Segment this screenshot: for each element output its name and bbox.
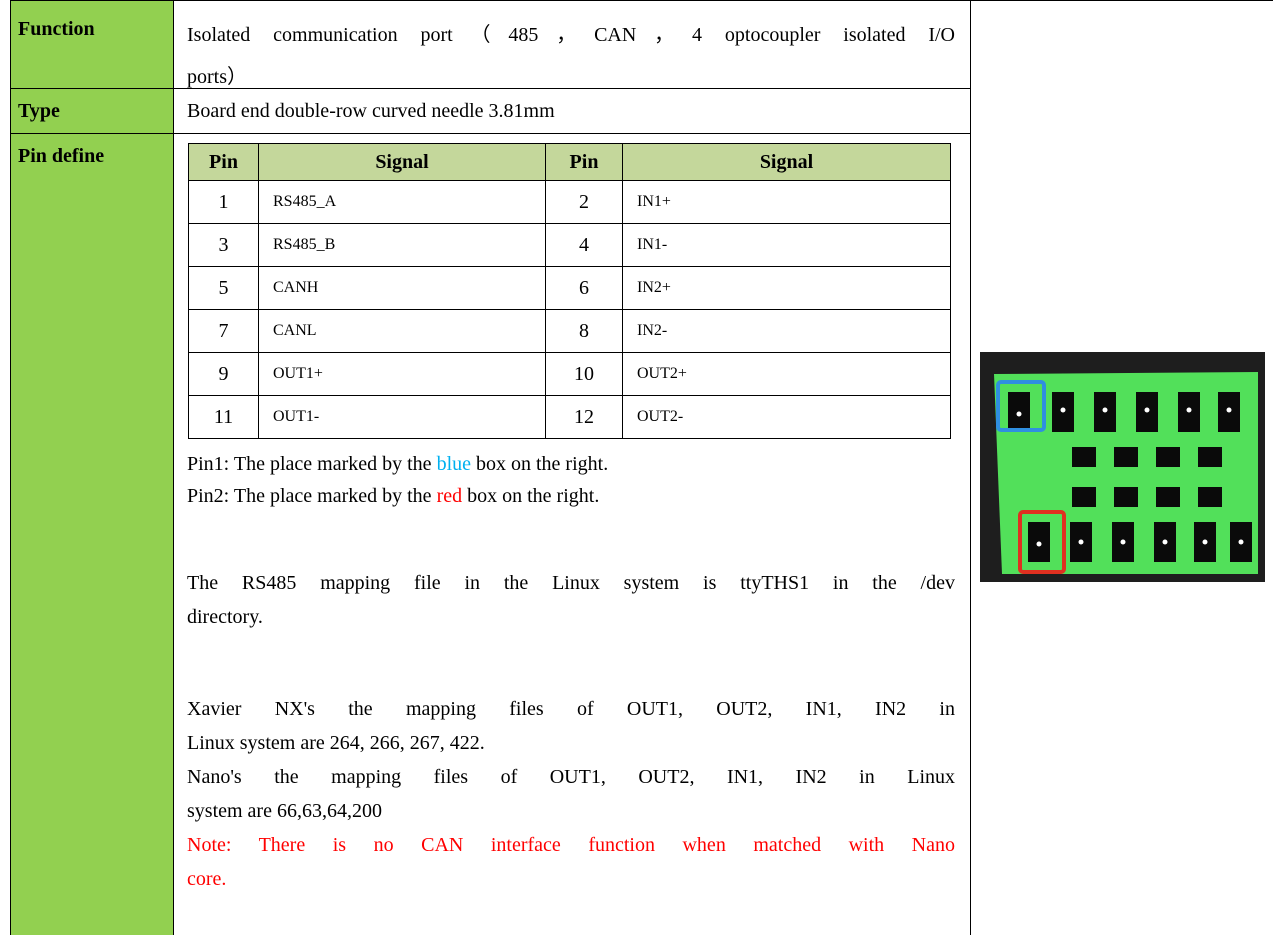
- signal-cell: IN1-: [622, 223, 951, 267]
- rule: [970, 0, 971, 935]
- row-value: Board end double-row curved needle 3.81m…: [187, 100, 555, 122]
- signal-cell: IN1+: [622, 180, 951, 224]
- text: box on the right.: [462, 485, 600, 507]
- pin-cell: 11: [188, 395, 259, 439]
- rule: [10, 0, 11, 935]
- pin-cell: 2: [545, 180, 623, 224]
- signal-cell: OUT2+: [622, 352, 951, 396]
- pin-cell: 4: [545, 223, 623, 267]
- label-column: [10, 0, 173, 935]
- warning: core.: [187, 868, 227, 890]
- pin-cell: 6: [545, 266, 623, 310]
- signal-cell: OUT2-: [622, 395, 951, 439]
- signal-cell: CANH: [258, 266, 546, 310]
- pin-cell: 7: [188, 309, 259, 353]
- row-label: Pin define: [18, 145, 105, 167]
- signal-cell: IN2-: [622, 309, 951, 353]
- row-value: Isolated communication port（485，CAN，4 op…: [187, 24, 955, 46]
- rule: [10, 0, 1273, 1]
- header-cell: Pin: [545, 143, 623, 181]
- row-value: ports）: [187, 66, 247, 88]
- signal-cell: IN2+: [622, 266, 951, 310]
- note: Pin2: The place marked by the red box on…: [187, 485, 599, 508]
- rule: [173, 0, 174, 935]
- rule: [10, 88, 970, 89]
- signal-cell: RS485_B: [258, 223, 546, 267]
- pin-cell: 1: [188, 180, 259, 224]
- pin-cell: 12: [545, 395, 623, 439]
- pin-cell: 3: [188, 223, 259, 267]
- signal-cell: CANL: [258, 309, 546, 353]
- text: Pin2: The place marked by the: [187, 485, 437, 507]
- note: directory.: [187, 606, 263, 628]
- note: Linux system are 264, 266, 267, 422.: [187, 732, 485, 754]
- signal-cell: OUT1+: [258, 352, 546, 396]
- pin-cell: 9: [188, 352, 259, 396]
- note: Nano's the mapping files of OUT1, OUT2, …: [187, 766, 955, 788]
- note: Pin1: The place marked by the blue box o…: [187, 453, 608, 476]
- header-cell: Signal: [622, 143, 951, 181]
- pin-cell: 8: [545, 309, 623, 353]
- header-cell: Pin: [188, 143, 259, 181]
- pin-cell: 5: [188, 266, 259, 310]
- note: Xavier NX's the mapping files of OUT1, O…: [187, 698, 955, 720]
- rule: [10, 133, 970, 134]
- warning: Note: There is no CAN interface function…: [187, 834, 955, 856]
- pin-cell: 10: [545, 352, 623, 396]
- row-label: Function: [18, 18, 95, 40]
- note: system are 66,63,64,200: [187, 800, 382, 822]
- highlight: blue: [436, 453, 471, 475]
- signal-cell: RS485_A: [258, 180, 546, 224]
- header-cell: Signal: [258, 143, 546, 181]
- connector-photo: [980, 352, 1265, 582]
- text: box on the right.: [471, 453, 609, 475]
- note: The RS485 mapping file in the Linux syst…: [187, 572, 955, 594]
- text: Pin1: The place marked by the: [187, 453, 437, 475]
- signal-cell: OUT1-: [258, 395, 546, 439]
- highlight: red: [436, 485, 463, 507]
- row-label: Type: [18, 100, 60, 122]
